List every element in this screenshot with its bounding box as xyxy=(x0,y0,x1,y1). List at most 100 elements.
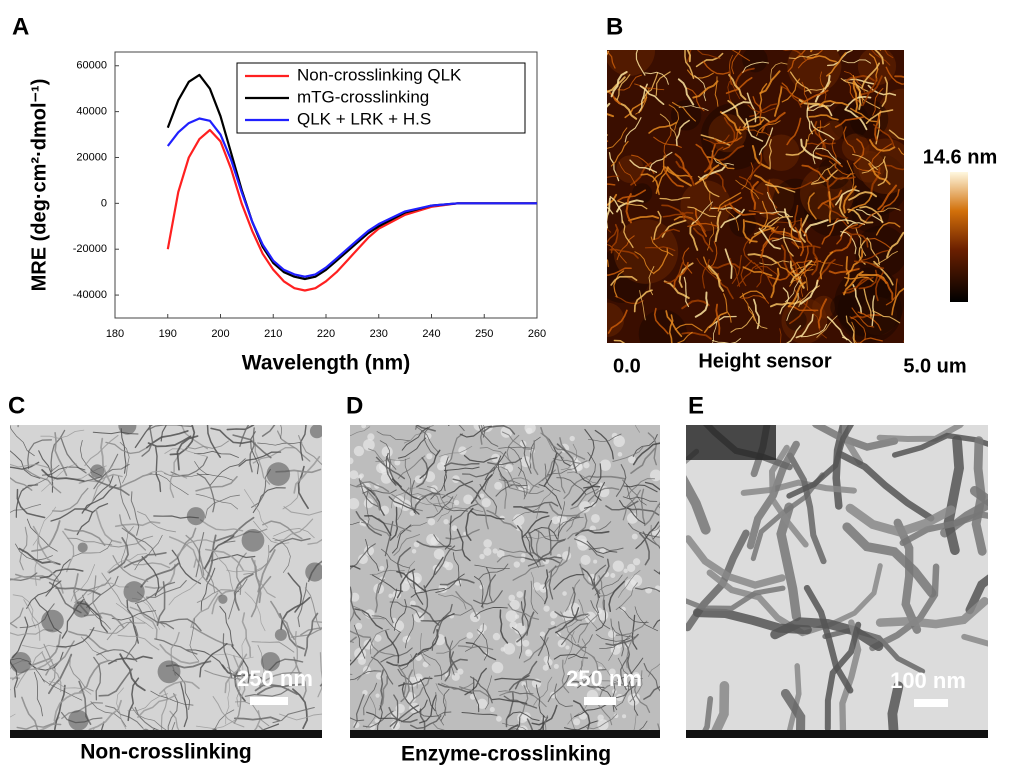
texture xyxy=(543,665,549,671)
x-tick-label: 200 xyxy=(211,328,229,340)
texture xyxy=(633,558,640,565)
texture xyxy=(41,733,60,769)
texture xyxy=(618,452,623,457)
y-tick-label: 20000 xyxy=(76,151,107,163)
texture xyxy=(267,462,291,486)
y-tick-label: -20000 xyxy=(73,243,107,255)
texture xyxy=(482,498,491,507)
x-axis-label: Wavelength (nm) xyxy=(242,352,410,375)
texture xyxy=(552,516,560,524)
texture xyxy=(348,498,359,509)
texture xyxy=(976,441,982,552)
texture xyxy=(524,422,535,433)
texture xyxy=(355,623,362,630)
texture xyxy=(375,694,379,698)
x-tick-label: 260 xyxy=(528,328,546,340)
texture xyxy=(324,640,354,654)
panel-label: E xyxy=(688,392,704,419)
panel-label: C xyxy=(8,392,25,419)
texture xyxy=(591,514,600,523)
texture xyxy=(466,632,473,639)
afm-axis-start: 0.0 xyxy=(613,355,641,377)
texture xyxy=(589,52,608,72)
texture xyxy=(493,633,500,640)
series-line xyxy=(168,130,537,291)
texture xyxy=(321,656,354,686)
texture xyxy=(494,482,502,490)
texture xyxy=(543,606,549,612)
texture xyxy=(483,548,491,556)
afm-image xyxy=(579,23,928,367)
caption: Enzyme-crosslinking xyxy=(401,743,611,766)
texture xyxy=(573,718,580,725)
y-tick-label: -40000 xyxy=(73,289,107,301)
texture xyxy=(505,464,513,472)
texture xyxy=(123,581,144,602)
texture xyxy=(554,664,559,669)
texture xyxy=(838,24,846,50)
texture xyxy=(452,525,458,531)
y-axis-label: MRE (deg·cm²·dmol⁻¹) xyxy=(28,79,50,292)
texture xyxy=(658,724,668,757)
tem-image xyxy=(0,390,357,769)
panel-label: D xyxy=(346,392,363,419)
x-tick-label: 220 xyxy=(317,328,335,340)
x-tick-label: 240 xyxy=(422,328,440,340)
texture xyxy=(551,621,555,625)
texture xyxy=(323,658,352,675)
x-tick-label: 230 xyxy=(370,328,388,340)
texture xyxy=(516,591,523,598)
texture xyxy=(90,464,104,478)
texture xyxy=(503,643,515,655)
info-strip xyxy=(350,730,660,738)
texture xyxy=(613,560,624,571)
texture xyxy=(379,566,384,571)
texture xyxy=(275,629,287,641)
texture xyxy=(388,594,392,598)
texture xyxy=(218,595,227,604)
tem-image xyxy=(323,399,690,769)
scale-bar-label: 250 nm xyxy=(566,666,642,691)
colorbar-label: 14.6 nm xyxy=(923,146,997,168)
texture xyxy=(357,475,362,480)
x-tick-label: 190 xyxy=(159,328,177,340)
texture xyxy=(425,405,449,425)
texture xyxy=(412,549,416,553)
texture xyxy=(349,470,358,479)
texture xyxy=(347,457,354,464)
texture xyxy=(41,610,64,633)
series-line xyxy=(168,119,537,277)
texture xyxy=(612,736,633,759)
texture xyxy=(811,33,834,52)
panel-label: B xyxy=(606,13,623,40)
texture xyxy=(426,534,437,545)
texture xyxy=(522,640,529,647)
scale-bar-label: 250 nm xyxy=(237,666,313,691)
texture xyxy=(426,453,432,459)
texture xyxy=(0,737,22,764)
texture xyxy=(660,493,691,506)
legend-label: QLK + LRK + H.S xyxy=(297,109,431,128)
texture xyxy=(622,714,626,718)
scale-bar xyxy=(250,697,288,705)
texture xyxy=(428,518,435,525)
texture xyxy=(562,591,567,596)
y-tick-label: 40000 xyxy=(76,106,107,118)
texture xyxy=(492,662,504,674)
texture xyxy=(68,710,88,730)
texture xyxy=(627,564,635,572)
texture xyxy=(581,555,591,565)
texture xyxy=(334,566,353,593)
texture xyxy=(742,47,768,73)
texture xyxy=(593,560,597,564)
texture xyxy=(585,135,608,153)
texture xyxy=(600,460,611,471)
texture xyxy=(319,711,353,734)
texture xyxy=(623,569,627,573)
panel-label: A xyxy=(12,13,29,40)
x-tick-label: 180 xyxy=(106,328,124,340)
texture xyxy=(786,310,807,331)
texture xyxy=(514,561,520,567)
texture xyxy=(520,558,525,563)
